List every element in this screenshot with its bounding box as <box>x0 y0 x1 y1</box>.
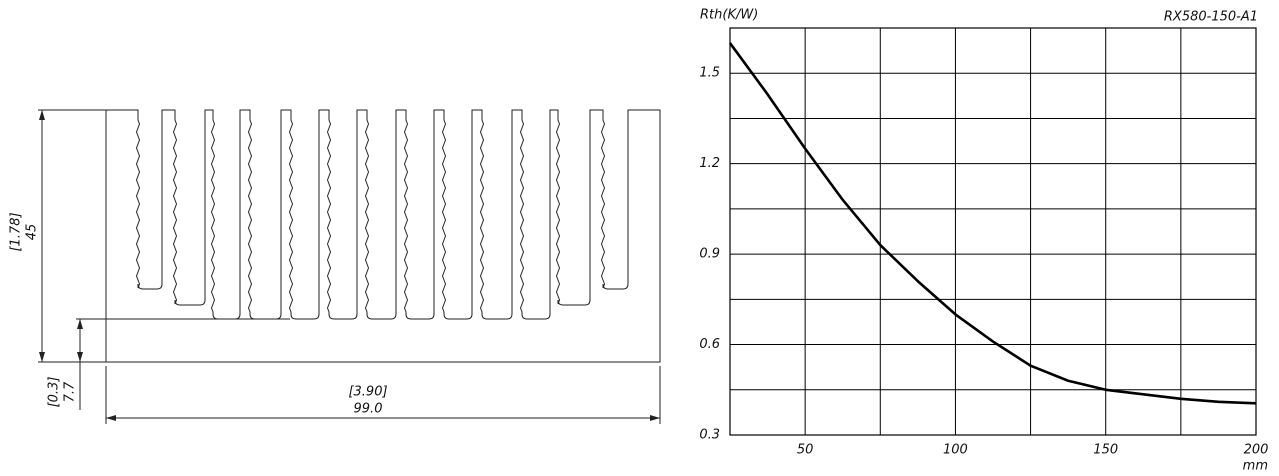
arrow <box>77 319 83 362</box>
y-tick-label: 0.3 <box>699 428 720 443</box>
y-tick-label: 0.6 <box>699 337 720 352</box>
x-axis-label: mm <box>1243 459 1268 474</box>
y-tick-label: 1.2 <box>699 156 720 171</box>
x-tick-label: 150 <box>1093 443 1118 458</box>
heatsink-profile <box>105 109 661 363</box>
dimension-label: [0.3] 7.7 <box>47 377 78 408</box>
dim-mm: 99.0 <box>354 402 383 417</box>
x-tick-label: 100 <box>943 443 968 458</box>
dim-inch: [3.90] <box>348 385 387 400</box>
dim-inch: [0.3] <box>47 377 62 408</box>
heatsink-drawing: [1.78] 45 [0.3] 7.7 [3.90] 99.0 <box>9 109 661 424</box>
dim-inch: [1.78] <box>9 212 24 251</box>
dim-mm: 7.7 <box>63 381 78 402</box>
y-tick-label: 1.5 <box>699 66 720 81</box>
chart-title: RX580-150-A1 <box>1164 10 1258 25</box>
x-tick-label: 200 <box>1244 443 1269 458</box>
dimension-label: [1.78] 45 <box>9 212 40 251</box>
chart: Rth(K/W) RX580-150-A1 mm 50 100 150 200 0.3 0… <box>699 8 1268 474</box>
y-tick-label: 0.9 <box>699 247 720 262</box>
curve <box>728 42 1257 405</box>
y-axis-label: Rth(K/W) <box>700 8 758 23</box>
plot-frame <box>729 27 1257 436</box>
dim-mm: 45 <box>25 224 40 241</box>
x-tick-label: 50 <box>797 443 814 458</box>
